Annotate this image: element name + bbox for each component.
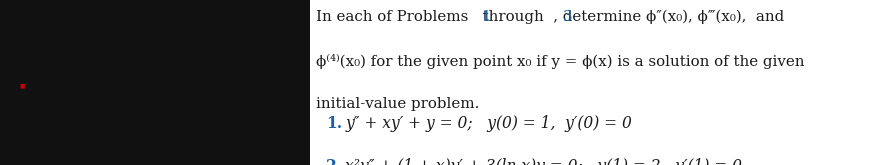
Text: In each of Problems   through  , determine ϕ″(x₀), ϕ‴(x₀),  and: In each of Problems through , determine … — [315, 10, 783, 24]
Text: ■: ■ — [20, 83, 25, 88]
Text: y″ + xy′ + y = 0;   y(0) = 1,  y′(0) = 0: y″ + xy′ + y = 0; y(0) = 1, y′(0) = 0 — [345, 115, 632, 132]
Text: 3: 3 — [562, 10, 573, 24]
Text: 1.: 1. — [326, 115, 342, 132]
Text: 2.: 2. — [326, 158, 342, 165]
Text: x²y″ + (1 + x)y′ + 3(ln x)y = 0;   y(1) = 2,  y′(1) = 0: x²y″ + (1 + x)y′ + 3(ln x)y = 0; y(1) = … — [345, 158, 741, 165]
FancyBboxPatch shape — [0, 0, 309, 165]
Text: ϕ⁽⁴⁾(x₀) for the given point x₀ if y = ϕ(x) is a solution of the given: ϕ⁽⁴⁾(x₀) for the given point x₀ if y = ϕ… — [315, 54, 803, 69]
Text: initial-value problem.: initial-value problem. — [315, 97, 479, 111]
Text: 1: 1 — [481, 10, 490, 24]
